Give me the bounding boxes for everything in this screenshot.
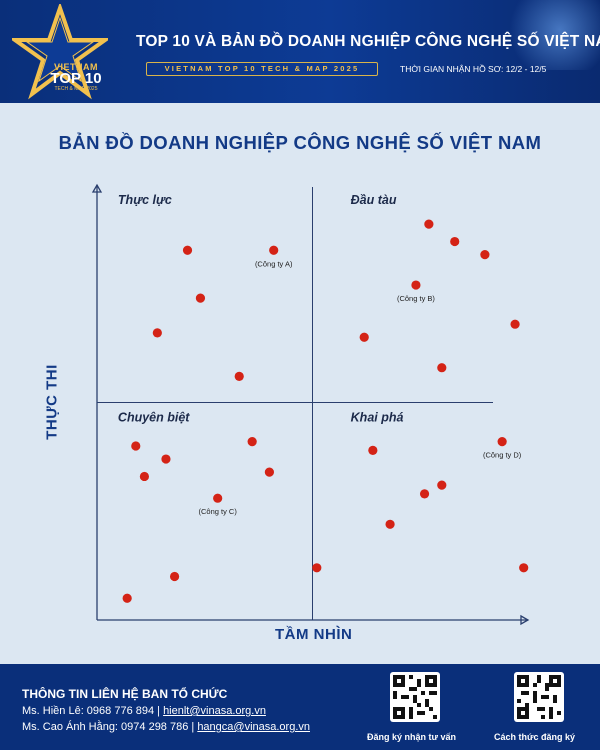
logo-text: VIETNAM TOP 10 TECH & MAP 2025 [46,62,106,92]
data-point-1-2 [480,250,490,260]
map-title: BẢN ĐỒ DOANH NGHIỆP CÔNG NGHỆ SỐ VIỆT NA… [58,132,542,153]
logo-line1: VIETNAM [54,62,98,72]
data-point-3-0 [497,437,507,447]
data-point-3-1 [368,445,378,455]
data-label-3-0: (Công ty D) [483,451,522,460]
data-point-1-1 [450,236,460,247]
data-point-3-3 [419,489,430,499]
data-point-2-8 [122,593,132,603]
contact-2-text: Ms. Cao Ánh Hằng: 0974 298 786 | [22,721,198,733]
quadrant-label-0: Thực lực [118,193,172,207]
data-point-2-0 [247,437,257,447]
contact-line-2: Ms. Cao Ánh Hằng: 0974 298 786 | hangca@… [22,721,310,733]
star-logo-icon [12,4,108,100]
qr-code-2-icon [517,675,561,719]
header-deadline: THỜI GIAN NHẬN HỒ SƠ: 12/2 - 12/5 [400,64,547,74]
footer: THÔNG TIN LIÊN HỆ BAN TỔ CHỨC Ms. Hiền L… [0,664,600,750]
x-axis-arrow-icon [520,614,530,626]
logo-line2: TOP 10 [50,70,102,87]
data-point-1-4 [510,319,520,329]
contact-2-email-link[interactable]: hangca@vinasa.org.vn [197,721,310,733]
data-point-0-2 [195,293,206,303]
data-label-0-1: (Công ty A) [255,259,293,268]
data-point-2-1 [131,441,141,451]
data-label-1-3: (Công ty B) [397,294,435,303]
data-point-0-3 [152,328,162,338]
data-label-2-5: (Công ty C) [199,507,238,516]
data-point-2-7 [169,571,180,582]
data-point-3-4 [385,519,395,529]
data-point-3-5 [519,563,529,573]
contact-1-email-link[interactable]: hienlt@vinasa.org.vn [163,705,266,717]
data-point-1-3 [411,280,421,290]
qr-register-label: Cách thức đăng ký [494,732,576,742]
qr-consult-label: Đăng ký nhận tư vấn [367,732,457,742]
data-point-2-5 [213,493,223,503]
data-point-1-0 [424,219,434,229]
data-point-0-1 [269,245,279,255]
footer-title: THÔNG TIN LIÊN HỆ BAN TỔ CHỨC [22,687,228,701]
qr-code-register[interactable] [514,672,564,722]
data-point-3-2 [437,480,447,490]
x-axis-label: TẦM NHÌN [275,626,353,643]
data-point-2-4 [139,471,150,482]
data-point-2-6 [312,563,322,573]
header-glow [500,0,600,70]
header-title: TOP 10 VÀ BẢN ĐỒ DOANH NGHIỆP CÔNG NGHỆ … [136,33,600,50]
quadrant-label-1: Đầu tàu [351,193,397,207]
data-point-2-3 [264,467,274,477]
y-axis-label: THỰC THI [43,364,61,440]
contact-line-1: Ms. Hiền Lê: 0968 776 894 | hienlt@vinas… [22,705,266,717]
quadrant-label-2: Chuyên biệt [118,411,190,425]
logo-line3: TECH & MAP 2025 [54,86,98,92]
y-axis-arrow-icon [91,183,103,193]
header-banner: VIETNAM TOP 10 TECH & MAP 2025 TOP 10 VÀ… [0,0,600,103]
qr-code-1-icon [393,675,437,719]
data-point-1-5 [359,332,369,342]
data-point-1-6 [437,363,447,373]
data-point-0-4 [234,371,244,381]
quadrant-label-3: Khai phá [351,411,404,425]
contact-1-text: Ms. Hiền Lê: 0968 776 894 | [22,705,164,717]
header-subtitle: VIETNAM TOP 10 TECH & MAP 2025 [146,62,378,76]
data-point-2-2 [161,454,171,464]
data-point-0-0 [182,245,193,255]
qr-code-consult[interactable] [390,672,440,722]
